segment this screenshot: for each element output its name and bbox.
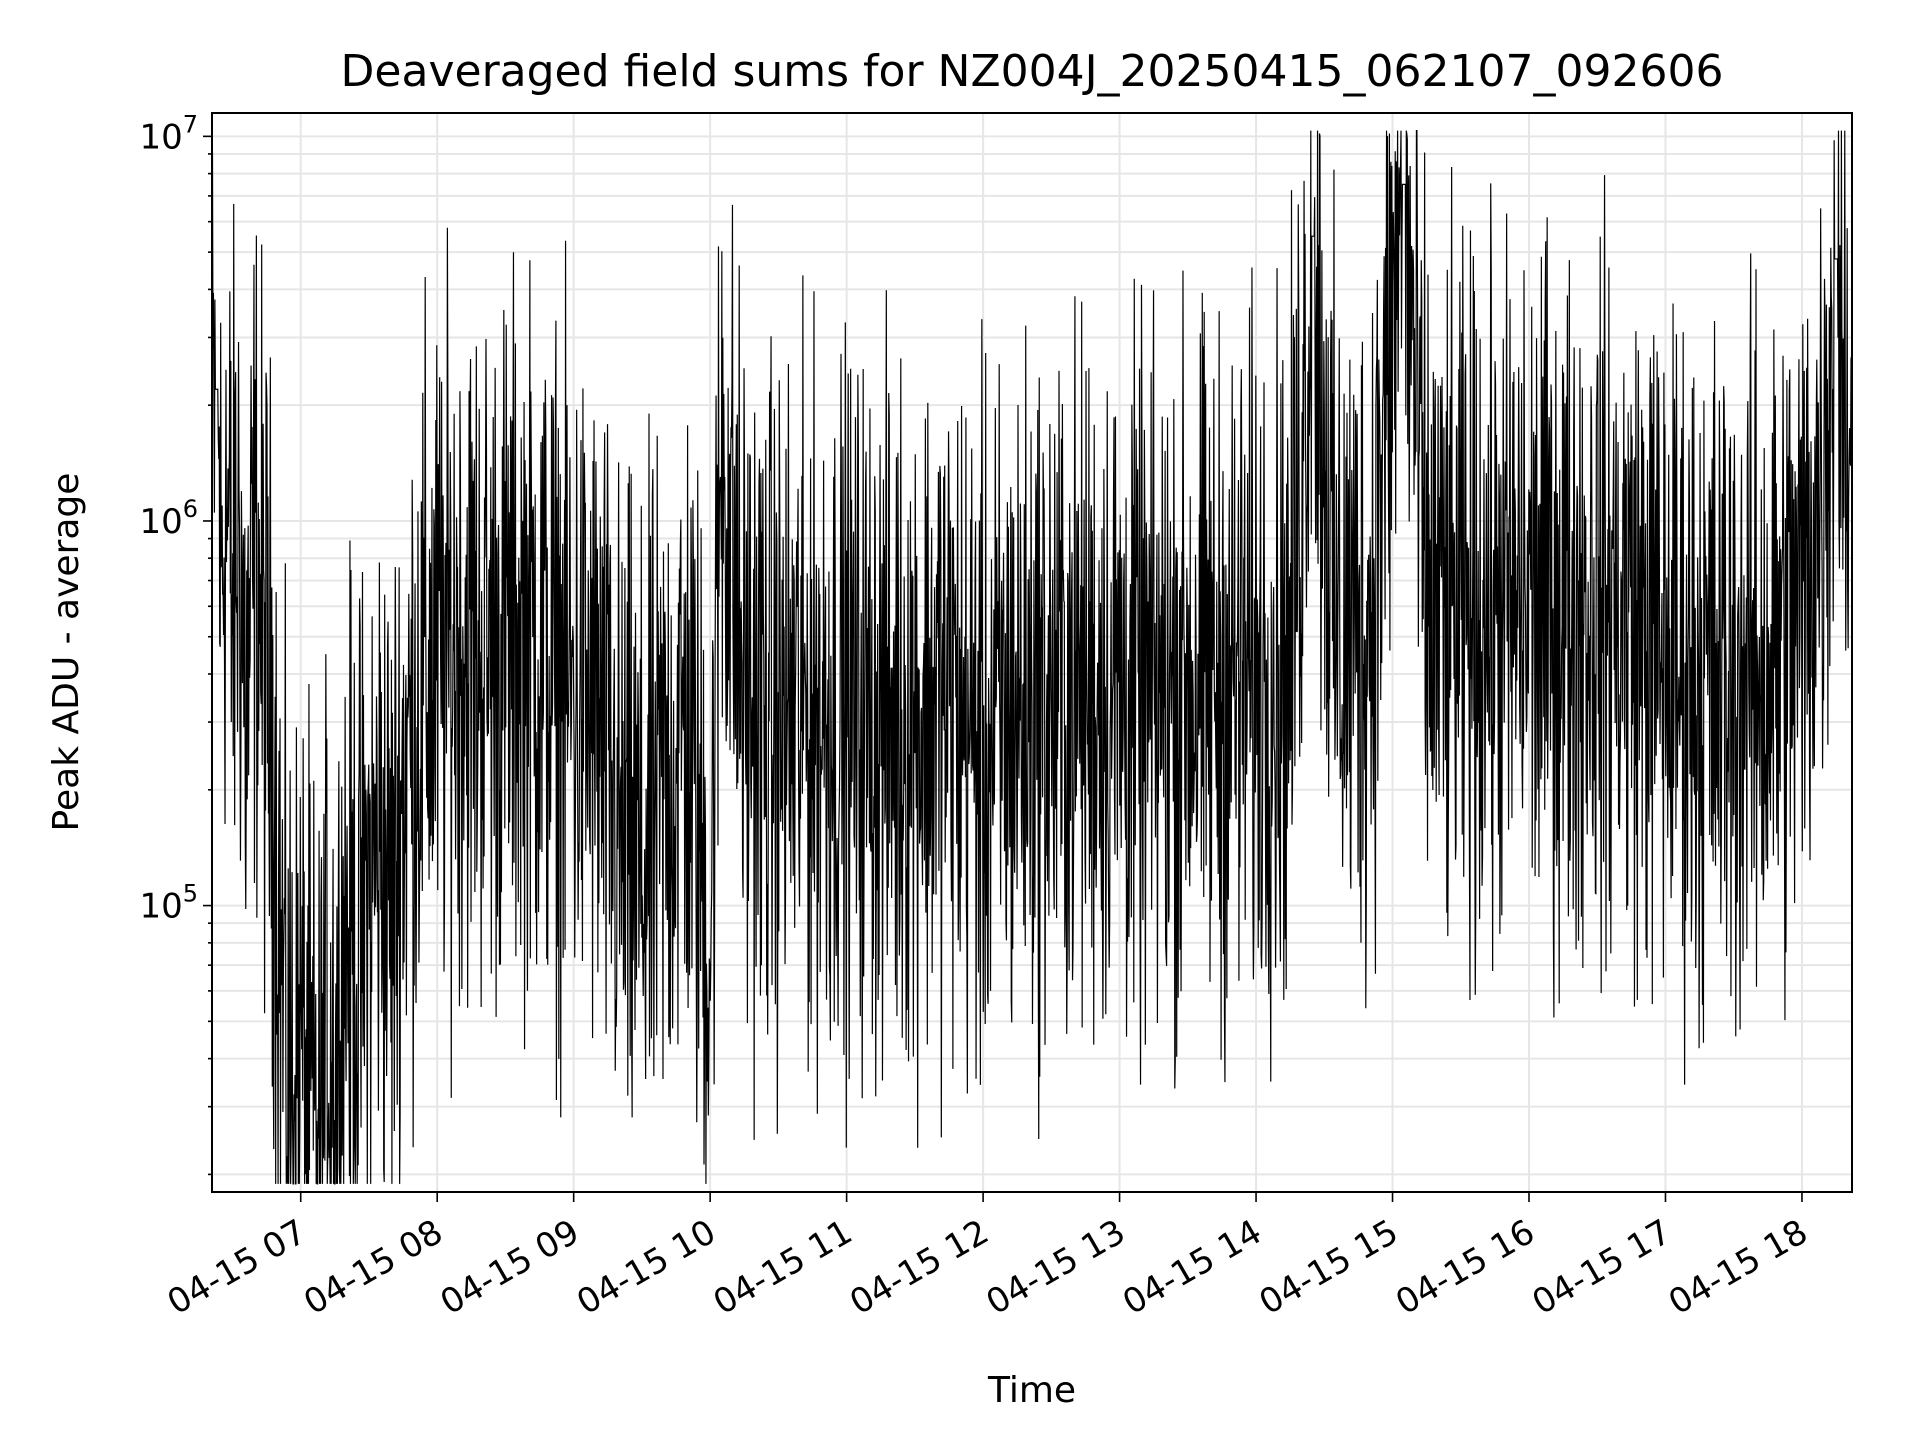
chart-title: Deaveraged field sums for NZ004J_2025041… xyxy=(341,46,1724,97)
series-line xyxy=(211,130,1853,1185)
data-layer xyxy=(211,130,1853,1185)
x-axis-label: Time xyxy=(987,1370,1076,1411)
y-tick-label: 105 xyxy=(139,880,198,927)
y-axis-label: Peak ADU - average xyxy=(46,473,87,832)
y-tick-label: 107 xyxy=(139,110,198,157)
plot-frame xyxy=(211,112,1853,1193)
y-tick-label: 106 xyxy=(139,495,198,542)
